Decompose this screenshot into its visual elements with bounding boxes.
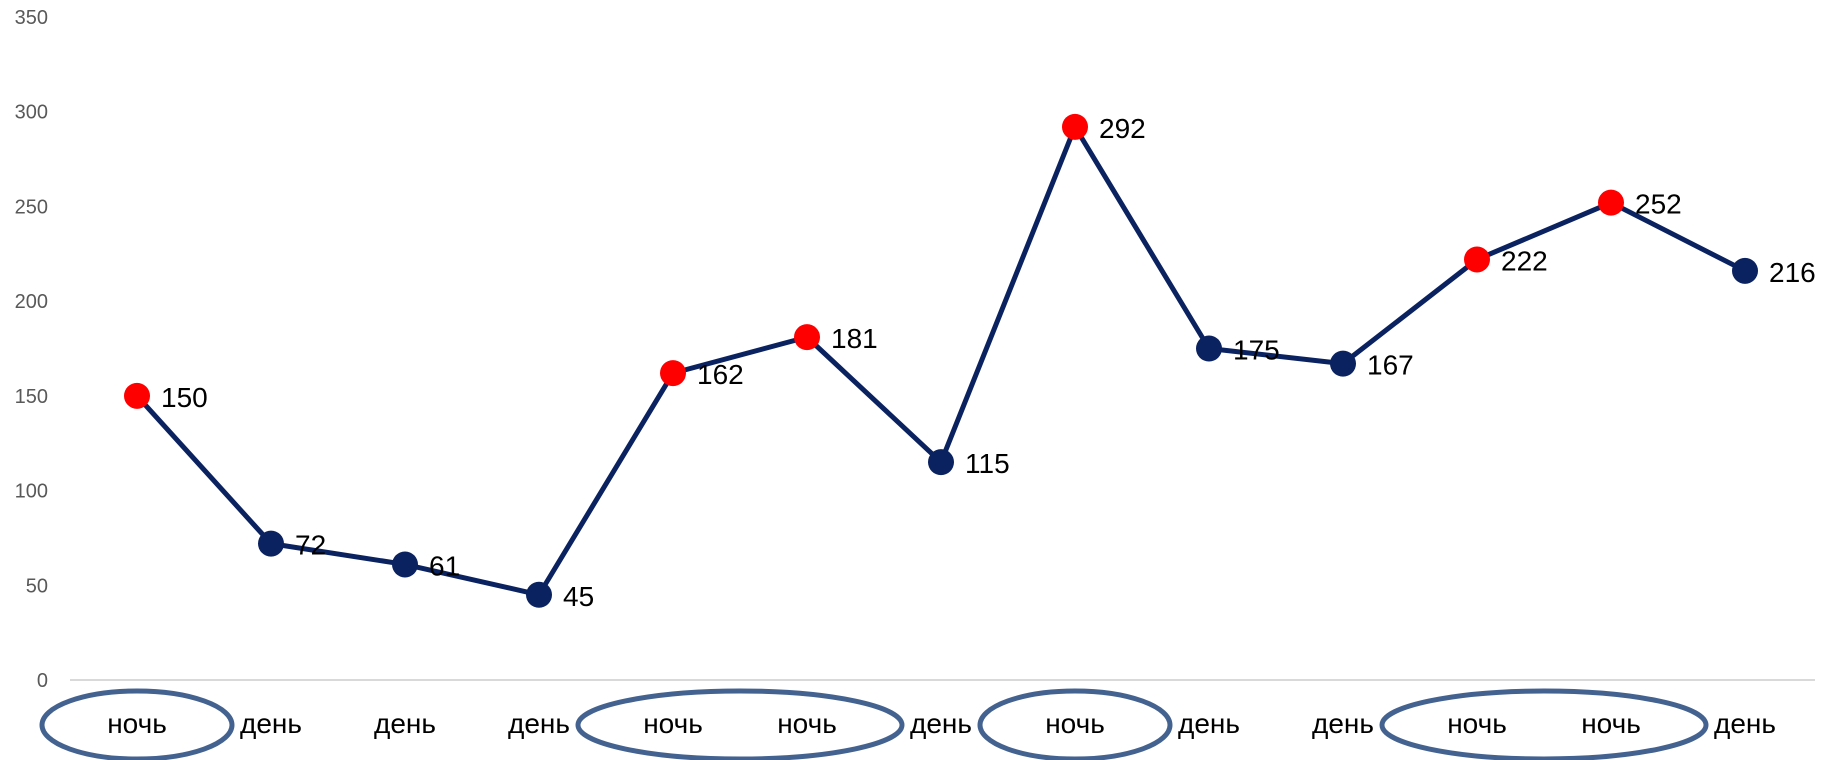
data-label: 181 <box>831 323 878 354</box>
x-tick-label: ночь <box>1447 708 1507 739</box>
y-tick-label: 200 <box>15 291 48 313</box>
data-point-highlight <box>660 360 686 387</box>
x-tick-label: ночь <box>1581 708 1641 739</box>
data-point-highlight <box>1598 189 1624 216</box>
data-label: 252 <box>1635 189 1682 220</box>
category-highlight-ellipse <box>1379 688 1709 760</box>
data-label: 167 <box>1367 350 1414 381</box>
data-label: 45 <box>563 581 594 612</box>
x-tick-label: ночь <box>643 708 703 739</box>
data-label: 175 <box>1233 335 1280 366</box>
data-point-highlight <box>1464 246 1490 273</box>
category-highlight-ellipse <box>39 688 235 760</box>
x-tick-label: день <box>1714 708 1776 739</box>
data-label: 72 <box>295 530 326 561</box>
x-tick-label: ночь <box>1045 708 1105 739</box>
x-tick-label: день <box>1312 708 1374 739</box>
y-tick-label: 100 <box>15 481 48 503</box>
category-highlight-ellipse <box>977 688 1173 760</box>
series-line <box>135 124 1747 598</box>
x-tick-label: день <box>1178 708 1240 739</box>
data-point-highlight <box>124 382 150 409</box>
y-tick-label: 0 <box>37 670 48 692</box>
data-label: 222 <box>1501 245 1548 276</box>
y-tick-label: 300 <box>15 102 48 124</box>
data-label: 216 <box>1769 257 1816 288</box>
x-tick-label: день <box>240 708 302 739</box>
x-tick-label: день <box>910 708 972 739</box>
y-tick-label: 50 <box>26 575 48 597</box>
x-tick-label: ночь <box>107 708 167 739</box>
y-tick-label: 350 <box>15 7 48 29</box>
data-point <box>1330 350 1356 377</box>
data-label: 61 <box>429 550 460 581</box>
data-label: 115 <box>965 448 1010 479</box>
data-point <box>1196 335 1222 362</box>
data-point-highlight <box>794 324 820 351</box>
data-point <box>392 551 418 578</box>
x-tick-label: ночь <box>777 708 837 739</box>
category-highlight-ellipse <box>575 688 905 760</box>
data-label: 150 <box>161 382 208 413</box>
y-tick-label: 150 <box>15 386 48 408</box>
x-tick-label: день <box>374 708 436 739</box>
data-point <box>526 581 552 608</box>
data-point-highlight <box>1062 113 1088 140</box>
y-tick-label: 250 <box>15 196 48 218</box>
data-label: 292 <box>1099 113 1146 144</box>
x-tick-label: день <box>508 708 570 739</box>
data-point <box>258 530 284 557</box>
data-point <box>1732 257 1758 284</box>
data-point <box>928 449 954 476</box>
data-label: 162 <box>697 359 744 390</box>
